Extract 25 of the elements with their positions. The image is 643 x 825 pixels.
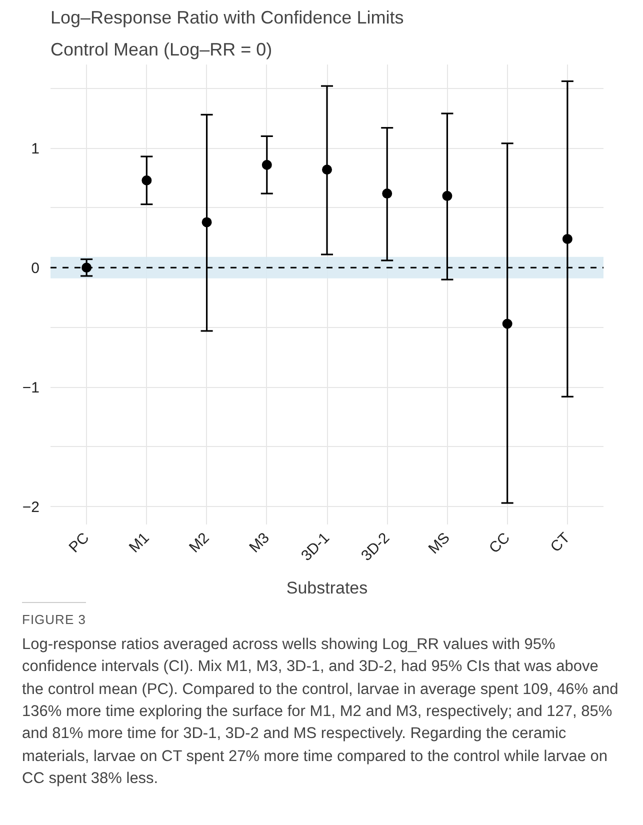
chart-subtitle: Control Mean (Log–RR = 0): [50, 40, 272, 60]
x-tick-label: CC: [486, 529, 514, 557]
point: [562, 234, 572, 244]
chart-title: Log–Response Ratio with Confidence Limits: [50, 8, 404, 28]
x-tick-label: M3: [246, 529, 273, 556]
x-tick-label: MS: [425, 529, 454, 558]
x-tick-label: M1: [126, 529, 153, 556]
x-tick-label: CT: [547, 529, 574, 556]
y-tick-label: 1: [31, 140, 40, 158]
x-axis-title: Substrates: [286, 578, 368, 598]
y-tick-label: −2: [22, 499, 40, 516]
x-tick-label: M2: [186, 529, 213, 556]
y-tick-label: 0: [31, 260, 40, 278]
y-tick-label: −1: [22, 380, 40, 397]
text: Log-response ratios averaged across wells showing Log_RR values with 95% confidence intervals (CI). Mix M1, M3, 3D-1, and 3D-2, had 95% CIs that was above the control mean (PC). Compared to the control, larvae in average spent 109, 46% and 136% more time exploring the surface for M1, M2 and M3, respectively; and 127, 85% and 81% more time for 3D-1, 3D-2 and MS respectively. Regarding the ceramic materials, larvae on CT spent 27% more time compared to the control while larvae on CC spent 38% less.: [22, 634, 620, 790]
point: [382, 188, 392, 199]
point: [502, 318, 512, 329]
caption: FIGURE 3: [22, 602, 86, 630]
point: [322, 164, 332, 175]
point: [82, 262, 92, 273]
point: [142, 175, 152, 186]
point: [442, 190, 452, 201]
x-tick-label: PC: [66, 529, 93, 556]
point: [262, 160, 272, 170]
point: [202, 217, 212, 228]
